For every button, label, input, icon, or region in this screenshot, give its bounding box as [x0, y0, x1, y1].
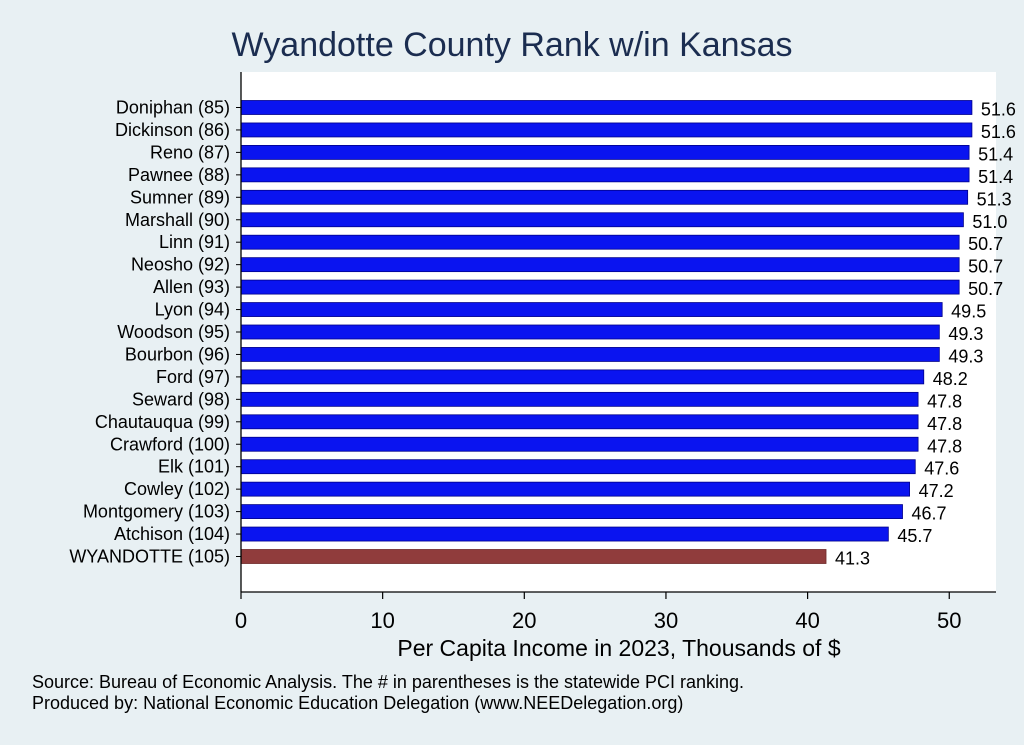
y-tick-label: Doniphan (85) — [116, 98, 230, 118]
y-tick-label: WYANDOTTE (105) — [69, 547, 230, 567]
bar — [240, 234, 960, 250]
data-label: 47.8 — [927, 414, 962, 434]
data-label: 51.6 — [981, 100, 1016, 120]
bar — [240, 436, 919, 452]
data-label: 50.7 — [968, 257, 1003, 277]
data-label: 46.7 — [912, 504, 947, 524]
data-label: 50.7 — [968, 234, 1003, 254]
bar-highlight — [240, 549, 827, 564]
bar — [240, 324, 940, 340]
produced-by-text: Produced by: National Economic Education… — [32, 693, 684, 713]
x-tick-label: 20 — [512, 608, 536, 633]
y-tick-label: Sumner (89) — [130, 187, 230, 207]
y-tick-label: Linn (91) — [159, 232, 230, 252]
data-label: 51.6 — [981, 122, 1016, 142]
data-label: 45.7 — [897, 526, 932, 546]
y-tick-label: Montgomery (103) — [83, 502, 230, 522]
bar — [240, 347, 940, 362]
y-tick-label: Bourbon (96) — [125, 344, 230, 364]
bar — [240, 167, 970, 183]
y-tick-label: Allen (93) — [153, 277, 230, 297]
x-tick-label: 40 — [795, 608, 819, 633]
data-label: 47.6 — [924, 459, 959, 479]
x-tick-label: 0 — [235, 608, 247, 633]
bar — [240, 212, 964, 228]
data-label: 47.8 — [927, 436, 962, 456]
x-tick-label: 50 — [937, 608, 961, 633]
y-tick-label: Woodson (95) — [117, 322, 230, 342]
bar — [240, 526, 889, 542]
y-tick-label: Cowley (102) — [124, 479, 230, 499]
x-ticks-layer: 0 10 20 30 40 50 — [235, 592, 961, 633]
bar — [240, 122, 973, 138]
data-label: 41.3 — [835, 549, 870, 569]
bar — [240, 100, 973, 115]
data-label: 49.3 — [948, 346, 983, 366]
data-label: 49.3 — [948, 324, 983, 344]
source-note: Source: Bureau of Economic Analysis. The… — [32, 672, 744, 714]
data-label: 51.4 — [978, 167, 1013, 187]
y-tick-label: Dickinson (86) — [115, 120, 230, 140]
bar — [240, 414, 919, 430]
data-label: 48.2 — [933, 369, 968, 389]
x-axis-title: Per Capita Income in 2023, Thousands of … — [397, 635, 840, 661]
chart-title: Wyandotte County Rank w/in Kansas — [231, 26, 793, 64]
bar — [240, 257, 960, 273]
y-tick-label: Chautauqua (99) — [95, 412, 230, 432]
bar — [240, 144, 970, 160]
y-tick-label: Elk (101) — [158, 457, 230, 477]
y-tick-label: Ford (97) — [156, 367, 230, 387]
bar — [240, 504, 903, 520]
data-label: 51.4 — [978, 144, 1013, 164]
y-tick-label: Lyon (94) — [155, 300, 230, 320]
bar — [240, 459, 916, 475]
bar — [240, 302, 943, 317]
bar — [240, 279, 960, 295]
data-label: 50.7 — [968, 279, 1003, 299]
data-label: 51.0 — [972, 212, 1007, 232]
data-label: 51.3 — [977, 189, 1012, 209]
y-tick-label: Crawford (100) — [110, 434, 230, 454]
data-label: 47.8 — [927, 391, 962, 411]
bars-layer: Doniphan (85) 51.6 Dickinson (86) 51.6 Reno … — [69, 98, 1016, 569]
bar — [240, 369, 925, 385]
source-text: Source: Bureau of Economic Analysis. The… — [32, 672, 745, 692]
data-label: 49.5 — [951, 302, 986, 322]
y-tick-label: Neosho (92) — [131, 255, 230, 275]
y-tick-label: Reno (87) — [150, 142, 230, 162]
x-tick-label: 10 — [370, 608, 394, 633]
x-tick-label: 30 — [654, 608, 678, 633]
bar — [240, 391, 919, 407]
y-tick-label: Marshall (90) — [125, 210, 230, 230]
bar — [240, 189, 969, 205]
data-label: 47.2 — [919, 481, 954, 501]
bar — [240, 481, 910, 497]
y-tick-label: Atchison (104) — [114, 524, 230, 544]
y-tick-label: Pawnee (88) — [128, 165, 230, 185]
y-tick-label: Seward (98) — [132, 389, 230, 409]
